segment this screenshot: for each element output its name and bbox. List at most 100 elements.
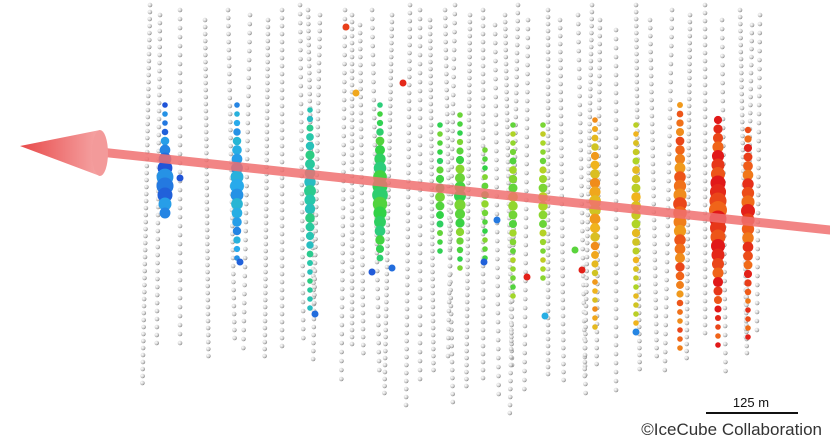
inactive-sensor	[524, 188, 529, 194]
inactive-sensor	[722, 314, 728, 320]
inactive-sensor	[667, 142, 672, 148]
inactive-sensor	[663, 322, 668, 328]
inactive-sensor	[684, 299, 690, 305]
inactive-sensor	[376, 358, 382, 364]
hit-sensor	[508, 219, 518, 229]
inactive-sensor	[359, 238, 365, 244]
inactive-sensor	[339, 286, 345, 292]
inactive-sensor	[384, 299, 389, 305]
inactive-sensor	[279, 199, 285, 205]
inactive-sensor	[417, 25, 423, 31]
inactive-sensor	[685, 236, 691, 242]
inactive-sensor	[205, 248, 210, 254]
inactive-sensor	[722, 305, 728, 311]
inactive-sensor	[429, 157, 434, 163]
inactive-sensor	[430, 276, 435, 282]
inactive-sensor	[358, 142, 364, 148]
inactive-sensor	[559, 225, 565, 231]
inactive-sensor	[738, 21, 743, 27]
hit-sensor	[305, 222, 315, 232]
inactive-sensor	[340, 214, 346, 220]
hit-sensor	[742, 169, 754, 181]
inactive-sensor	[446, 317, 452, 323]
inactive-sensor	[245, 147, 250, 153]
inactive-sensor	[663, 295, 669, 301]
inactive-sensor	[431, 360, 436, 366]
inactive-sensor	[406, 138, 411, 144]
inactive-sensor	[613, 189, 619, 195]
inactive-sensor	[360, 326, 366, 332]
inactive-sensor	[740, 147, 746, 153]
inactive-sensor	[702, 50, 708, 56]
inactive-sensor	[227, 119, 233, 125]
inactive-sensor	[654, 353, 659, 359]
inactive-sensor	[684, 313, 690, 319]
inactive-sensor	[204, 234, 210, 240]
inactive-sensor	[493, 103, 499, 109]
hit-sensor	[376, 254, 384, 262]
inactive-sensor	[203, 80, 208, 86]
inactive-sensor	[597, 89, 602, 95]
inactive-sensor	[558, 57, 563, 63]
inactive-sensor	[429, 234, 435, 240]
inactive-sensor	[405, 194, 411, 200]
inactive-sensor	[404, 322, 410, 328]
inactive-sensor	[545, 343, 551, 349]
inactive-sensor	[227, 103, 233, 109]
hit-sensor	[632, 148, 640, 156]
inactive-sensor	[594, 329, 600, 335]
inactive-sensor	[480, 143, 486, 149]
hit-sensor	[590, 241, 600, 251]
inactive-sensor	[144, 170, 149, 176]
inactive-sensor	[702, 314, 708, 320]
inactive-sensor	[740, 140, 745, 146]
inactive-sensor	[349, 327, 355, 333]
inactive-sensor	[545, 91, 551, 97]
inactive-sensor	[156, 124, 162, 130]
inactive-sensor	[446, 335, 451, 341]
inactive-sensor	[177, 133, 183, 139]
inactive-sensor	[279, 247, 285, 253]
hit-sensor	[482, 156, 488, 162]
inactive-sensor	[242, 291, 247, 297]
inactive-sensor	[560, 281, 565, 287]
inactive-sensor	[405, 250, 410, 256]
inactive-sensor	[146, 51, 152, 57]
inactive-sensor	[465, 229, 471, 235]
inactive-sensor	[145, 107, 151, 113]
hit-sensor	[591, 125, 599, 133]
inactive-sensor	[589, 30, 594, 36]
inactive-sensor	[263, 290, 268, 296]
inactive-sensor	[492, 40, 498, 46]
inactive-sensor	[358, 94, 364, 100]
inactive-sensor	[226, 39, 231, 45]
inactive-sensor	[279, 263, 285, 269]
hit-sensor	[591, 251, 599, 259]
inactive-sensor	[245, 111, 251, 117]
inactive-sensor	[227, 95, 233, 101]
inactive-sensor	[560, 313, 566, 319]
inactive-sensor	[558, 129, 564, 135]
inactive-sensor	[358, 126, 364, 132]
inactive-sensor	[634, 44, 639, 50]
inactive-sensor	[557, 33, 563, 39]
hit-sensor	[436, 220, 444, 228]
inactive-sensor	[340, 187, 346, 193]
inactive-sensor	[228, 151, 234, 157]
inactive-sensor	[247, 48, 252, 54]
inactive-sensor	[264, 185, 269, 191]
hit-sensor	[539, 166, 547, 174]
inactive-sensor	[668, 88, 673, 94]
inactive-sensor	[613, 306, 619, 312]
inactive-sensor	[244, 192, 249, 198]
hit-sensor	[436, 166, 444, 174]
inactive-sensor	[467, 82, 472, 88]
inactive-sensor	[525, 26, 531, 32]
inactive-sensor	[650, 145, 655, 151]
hit-sensor	[742, 241, 754, 253]
inactive-sensor	[339, 367, 344, 373]
hit-sensor	[591, 260, 599, 268]
inactive-sensor	[493, 112, 499, 118]
inactive-sensor	[341, 97, 347, 103]
inactive-sensor	[140, 366, 145, 372]
